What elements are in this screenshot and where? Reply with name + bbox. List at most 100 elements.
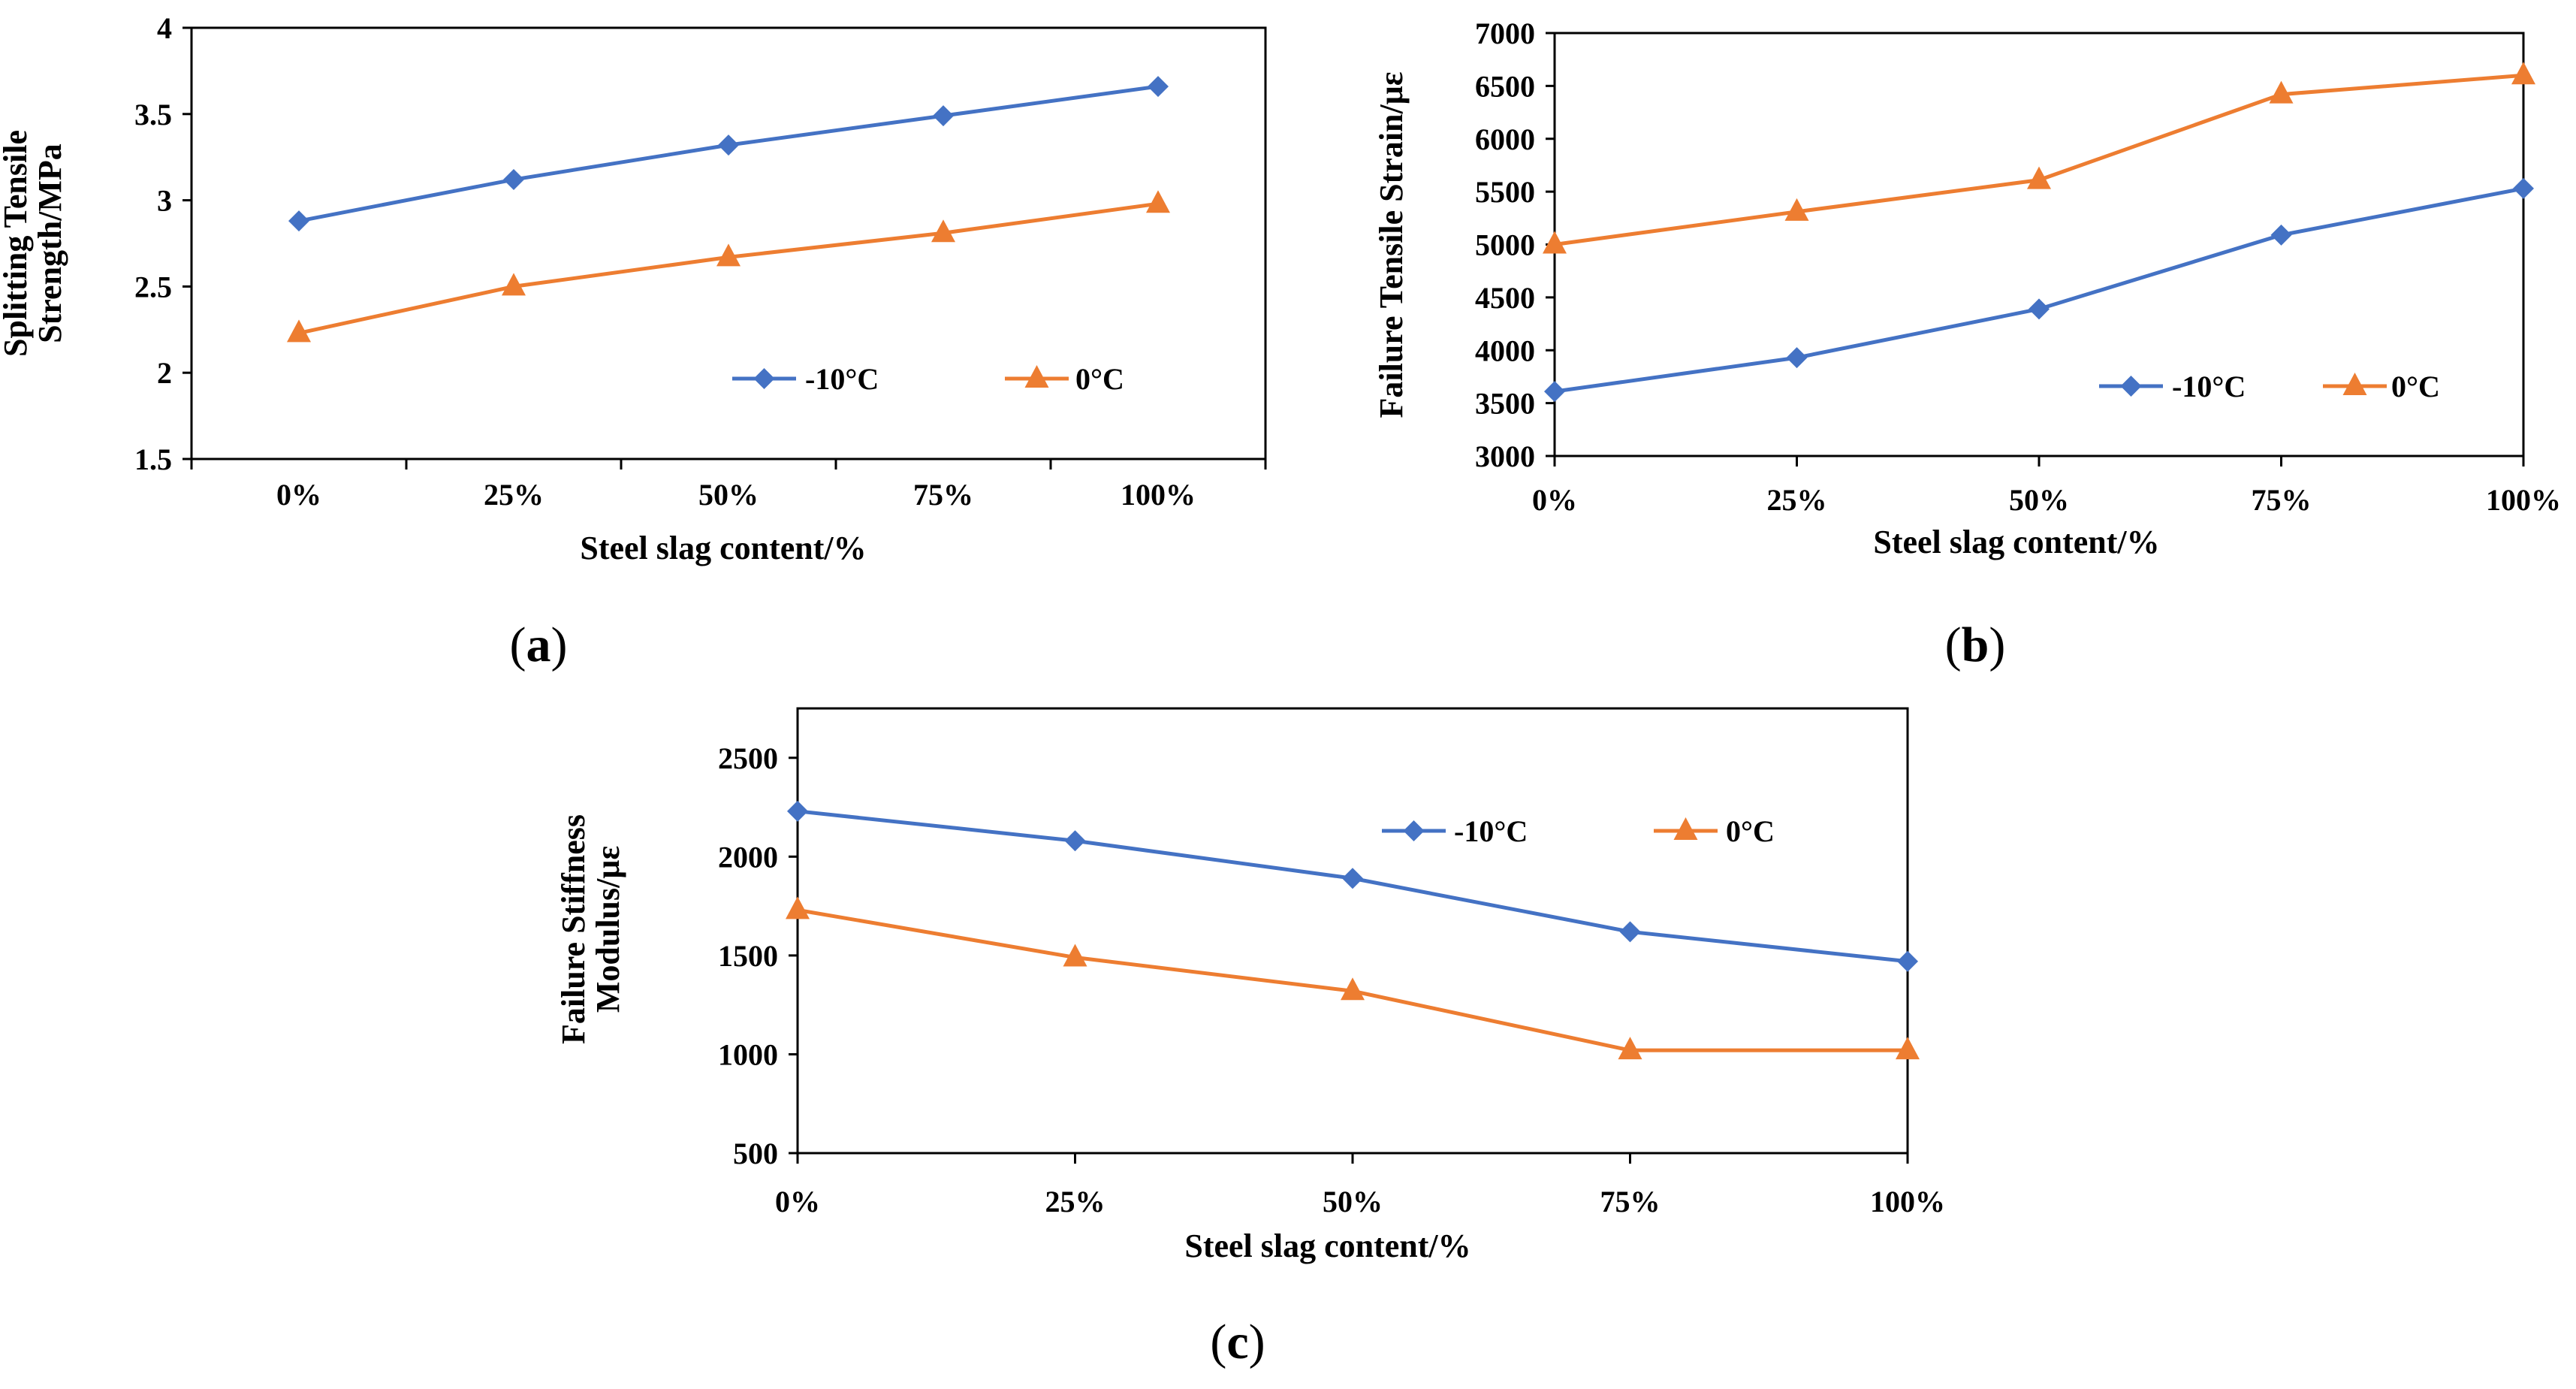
data-point (288, 210, 309, 232)
y-axis-label: Failure Tensile Strain/με (1373, 72, 1410, 418)
x-tick-label: 50% (1323, 1185, 1383, 1218)
y-tick-label: 5000 (1475, 228, 1535, 262)
y-tick-label: 1500 (718, 939, 778, 973)
y-tick-label: 2500 (718, 741, 778, 775)
series-line (298, 201, 1159, 335)
data-point (1786, 347, 1808, 369)
chart-a: 1.5 2 2.5 3 3.5 4 0% 25% 50% 75% 100% Steel slag co… (0, 11, 1267, 672)
plot-frame (1553, 32, 2525, 457)
x-axis-label: Steel slag content/% (1873, 524, 2159, 560)
data-point (2027, 166, 2051, 189)
y-axis-label: Strength/MPa (32, 143, 68, 343)
panel-letter: b (1962, 618, 1989, 672)
x-tick-label: 50% (2009, 483, 2069, 517)
x-tick-label: 0% (276, 478, 321, 512)
y-tick-label: 3.5 (134, 98, 172, 131)
legend-label: -10°C (2172, 370, 2246, 403)
series-line (1554, 186, 2524, 394)
plot-frame (796, 707, 1909, 1155)
series-0c (786, 896, 1920, 1060)
x-tick-label: 75% (1600, 1185, 1661, 1218)
x-tick-label: 50% (698, 478, 759, 512)
panel-letter: a (526, 618, 551, 672)
legend-label: -10°C (1454, 814, 1528, 848)
chart-c: 500 1000 1500 2000 2500 0% 25% 50% 75% 100% Steel … (555, 707, 1945, 1369)
legend-label: 0°C (1075, 362, 1124, 396)
x-axis-label: Steel slag content/% (580, 530, 866, 566)
chart-b: 3000 3500 4000 4500 5000 5500 6000 6500 7000 0% 25… (1373, 17, 2561, 672)
data-point (502, 273, 526, 296)
data-point (1148, 76, 1169, 98)
data-point (1544, 381, 1565, 403)
panel-label: (a) (510, 618, 568, 672)
legend-marker (2342, 373, 2367, 395)
data-point (2513, 177, 2534, 199)
panel-label: (c) (1210, 1315, 1265, 1369)
y-tick-label: 3500 (1475, 387, 1535, 421)
legend-label: -10°C (805, 362, 879, 396)
data-point (1146, 190, 1170, 213)
x-tick-label: 25% (1045, 1185, 1106, 1218)
data-point (1897, 950, 1918, 972)
series-minus10c (288, 76, 1169, 232)
x-tick-label: 0% (1532, 483, 1577, 517)
y-tick-label: 5500 (1475, 175, 1535, 209)
data-point (1618, 1037, 1642, 1060)
x-tick-label: 25% (1767, 483, 1827, 517)
y-axis-label: Failure Stiffness (555, 814, 592, 1044)
data-point (1342, 868, 1363, 889)
y-tick-label: 2000 (718, 840, 778, 874)
y-axis-label: Modulus/με (590, 846, 626, 1013)
y-tick-label: 1.5 (134, 442, 172, 476)
data-point (1543, 231, 1567, 254)
y-tick-label: 4500 (1475, 281, 1535, 315)
data-point (1341, 977, 1365, 1001)
data-point (787, 800, 808, 822)
y-tick-label: 4 (157, 11, 172, 45)
legend-marker (1673, 817, 1698, 840)
y-tick-label: 2.5 (134, 270, 172, 303)
x-tick-label: 75% (2252, 483, 2312, 517)
y-tick-label: 6500 (1475, 69, 1535, 103)
legend-marker (753, 368, 775, 389)
plot-frame (190, 26, 1267, 460)
x-axis-label: Steel slag content/% (1184, 1227, 1470, 1264)
data-point (503, 169, 524, 191)
data-point (716, 243, 741, 267)
panel-label: (b) (1945, 618, 2006, 672)
x-tick-label: 0% (775, 1185, 820, 1218)
legend-label: 0°C (2391, 370, 2440, 403)
data-point (287, 319, 311, 343)
data-point (786, 896, 810, 919)
data-point (2511, 62, 2535, 85)
data-point (933, 105, 954, 127)
data-point (1064, 830, 1086, 852)
series-line (1554, 73, 2524, 246)
panel-letter: c (1226, 1315, 1248, 1369)
data-point (1619, 921, 1641, 943)
x-tick-label: 100% (2486, 483, 2561, 517)
x-tick-label: 75% (913, 478, 973, 512)
legend-marker (1024, 365, 1049, 388)
legend-marker (2120, 376, 2142, 397)
legend-marker (1403, 820, 1425, 841)
x-tick-label: 100% (1121, 478, 1196, 512)
x-tick-label: 25% (484, 478, 544, 512)
y-tick-label: 500 (733, 1137, 778, 1170)
data-point (1784, 198, 1809, 221)
data-point (2029, 298, 2050, 320)
series-minus10c (1544, 177, 2534, 403)
y-axis-label: Splitting Tensile (0, 130, 34, 357)
data-point (931, 219, 955, 243)
y-tick-label: 6000 (1475, 122, 1535, 156)
legend-label: 0°C (1726, 814, 1775, 848)
y-tick-label: 1000 (718, 1037, 778, 1071)
data-point (2269, 80, 2294, 104)
series-0c (1543, 62, 2535, 254)
legend: -10°C 0°C (732, 362, 1124, 396)
data-point (718, 134, 739, 156)
y-tick-label: 7000 (1475, 17, 1535, 50)
y-tick-label: 4000 (1475, 334, 1535, 367)
x-tick-label: 100% (1870, 1185, 1945, 1218)
